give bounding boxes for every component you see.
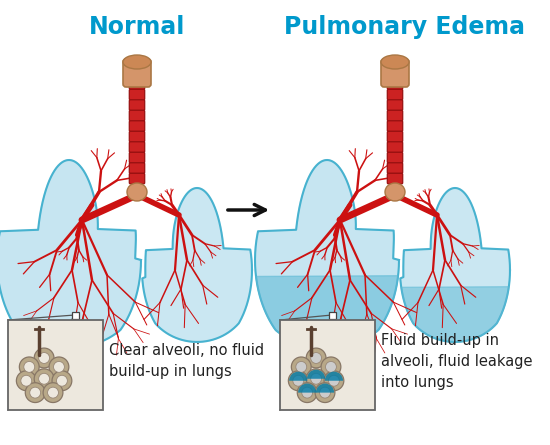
FancyBboxPatch shape bbox=[129, 100, 145, 110]
FancyBboxPatch shape bbox=[387, 142, 403, 152]
Ellipse shape bbox=[381, 55, 409, 69]
FancyBboxPatch shape bbox=[129, 89, 145, 100]
Circle shape bbox=[311, 352, 322, 364]
FancyBboxPatch shape bbox=[123, 59, 151, 87]
Bar bbox=[328, 312, 336, 319]
Polygon shape bbox=[402, 287, 509, 342]
Circle shape bbox=[296, 361, 307, 372]
FancyBboxPatch shape bbox=[129, 79, 145, 89]
Circle shape bbox=[315, 383, 335, 403]
Circle shape bbox=[53, 361, 64, 372]
Text: Pulmonary Edema: Pulmonary Edema bbox=[284, 15, 525, 39]
Circle shape bbox=[321, 357, 341, 377]
Wedge shape bbox=[307, 370, 325, 379]
FancyBboxPatch shape bbox=[129, 131, 145, 142]
FancyBboxPatch shape bbox=[387, 152, 403, 163]
FancyBboxPatch shape bbox=[387, 163, 403, 174]
Circle shape bbox=[52, 371, 72, 391]
Text: Fluid build-up in
alveoli, fluid leakage
into lungs: Fluid build-up in alveoli, fluid leakage… bbox=[381, 333, 532, 390]
FancyBboxPatch shape bbox=[129, 142, 145, 152]
Polygon shape bbox=[400, 188, 510, 342]
Circle shape bbox=[47, 387, 58, 398]
Circle shape bbox=[19, 357, 39, 377]
FancyBboxPatch shape bbox=[280, 320, 375, 410]
Circle shape bbox=[306, 369, 326, 388]
Circle shape bbox=[34, 348, 54, 368]
Wedge shape bbox=[316, 384, 334, 392]
Circle shape bbox=[320, 387, 331, 398]
Bar bbox=[72, 312, 79, 319]
Circle shape bbox=[292, 357, 311, 377]
Circle shape bbox=[328, 375, 339, 386]
FancyBboxPatch shape bbox=[8, 320, 103, 410]
Circle shape bbox=[25, 383, 45, 403]
Circle shape bbox=[324, 371, 344, 391]
Circle shape bbox=[39, 352, 50, 364]
Polygon shape bbox=[255, 160, 399, 348]
FancyBboxPatch shape bbox=[387, 89, 403, 100]
FancyBboxPatch shape bbox=[381, 59, 409, 87]
Text: Normal: Normal bbox=[89, 15, 185, 39]
Circle shape bbox=[302, 387, 312, 398]
FancyBboxPatch shape bbox=[129, 121, 145, 131]
Circle shape bbox=[293, 375, 304, 386]
FancyBboxPatch shape bbox=[387, 79, 403, 89]
FancyBboxPatch shape bbox=[387, 110, 403, 121]
Circle shape bbox=[49, 357, 69, 377]
FancyBboxPatch shape bbox=[129, 163, 145, 174]
Wedge shape bbox=[289, 372, 307, 381]
Circle shape bbox=[30, 387, 41, 398]
Circle shape bbox=[306, 348, 326, 368]
FancyBboxPatch shape bbox=[129, 152, 145, 163]
Circle shape bbox=[298, 383, 317, 403]
Polygon shape bbox=[256, 276, 398, 348]
Circle shape bbox=[326, 361, 337, 372]
Circle shape bbox=[24, 361, 35, 372]
Ellipse shape bbox=[123, 55, 151, 69]
FancyBboxPatch shape bbox=[129, 173, 145, 184]
Circle shape bbox=[57, 375, 67, 386]
Circle shape bbox=[21, 375, 32, 386]
Polygon shape bbox=[142, 188, 252, 342]
Circle shape bbox=[311, 373, 322, 384]
Wedge shape bbox=[325, 372, 343, 381]
Circle shape bbox=[34, 369, 54, 388]
Text: Clear alveoli, no fluid
build-up in lungs: Clear alveoli, no fluid build-up in lung… bbox=[109, 344, 264, 380]
FancyBboxPatch shape bbox=[387, 173, 403, 184]
Polygon shape bbox=[0, 160, 141, 348]
Wedge shape bbox=[298, 384, 316, 392]
FancyBboxPatch shape bbox=[387, 131, 403, 142]
FancyBboxPatch shape bbox=[129, 110, 145, 121]
FancyBboxPatch shape bbox=[387, 100, 403, 110]
FancyBboxPatch shape bbox=[387, 121, 403, 131]
Ellipse shape bbox=[127, 183, 147, 201]
Circle shape bbox=[43, 383, 63, 403]
Ellipse shape bbox=[385, 183, 405, 201]
Circle shape bbox=[16, 371, 36, 391]
Circle shape bbox=[288, 371, 308, 391]
Circle shape bbox=[39, 373, 50, 384]
